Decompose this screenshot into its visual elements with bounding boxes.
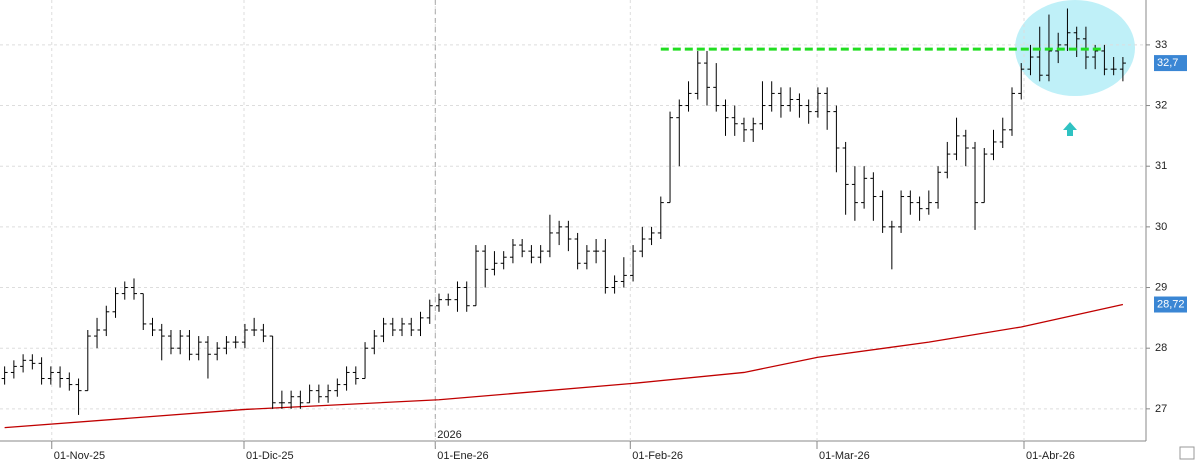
price-label-box bbox=[1154, 296, 1187, 313]
price-label: 32,7 bbox=[1157, 57, 1178, 69]
up-arrow bbox=[1063, 122, 1077, 136]
corner-icon bbox=[1179, 446, 1195, 460]
x-tick-label: 01-Feb-26 bbox=[632, 450, 683, 462]
x-tick-label: 01-Dic-25 bbox=[246, 450, 294, 462]
y-tick-label: 31 bbox=[1155, 160, 1167, 172]
y-tick-label: 28 bbox=[1155, 342, 1167, 354]
year-label: 2026 bbox=[437, 429, 461, 441]
x-tick-label: 01-Mar-26 bbox=[819, 450, 870, 462]
moving-average bbox=[4, 303, 1124, 429]
y-tick-label: 27 bbox=[1155, 403, 1167, 415]
x-tick-label: 01-Ene-26 bbox=[437, 450, 488, 462]
x-tick-label: 01-Abr-26 bbox=[1026, 450, 1075, 462]
y-tick-label: 29 bbox=[1155, 281, 1167, 293]
y-tick-label: 32 bbox=[1155, 99, 1167, 111]
price-label-box bbox=[1154, 55, 1187, 72]
x-tick-label: 01-Nov-25 bbox=[54, 450, 105, 462]
y-tick-label: 33 bbox=[1155, 39, 1167, 51]
price-label: 28,72 bbox=[1157, 298, 1185, 310]
y-tick-label: 30 bbox=[1155, 221, 1167, 233]
